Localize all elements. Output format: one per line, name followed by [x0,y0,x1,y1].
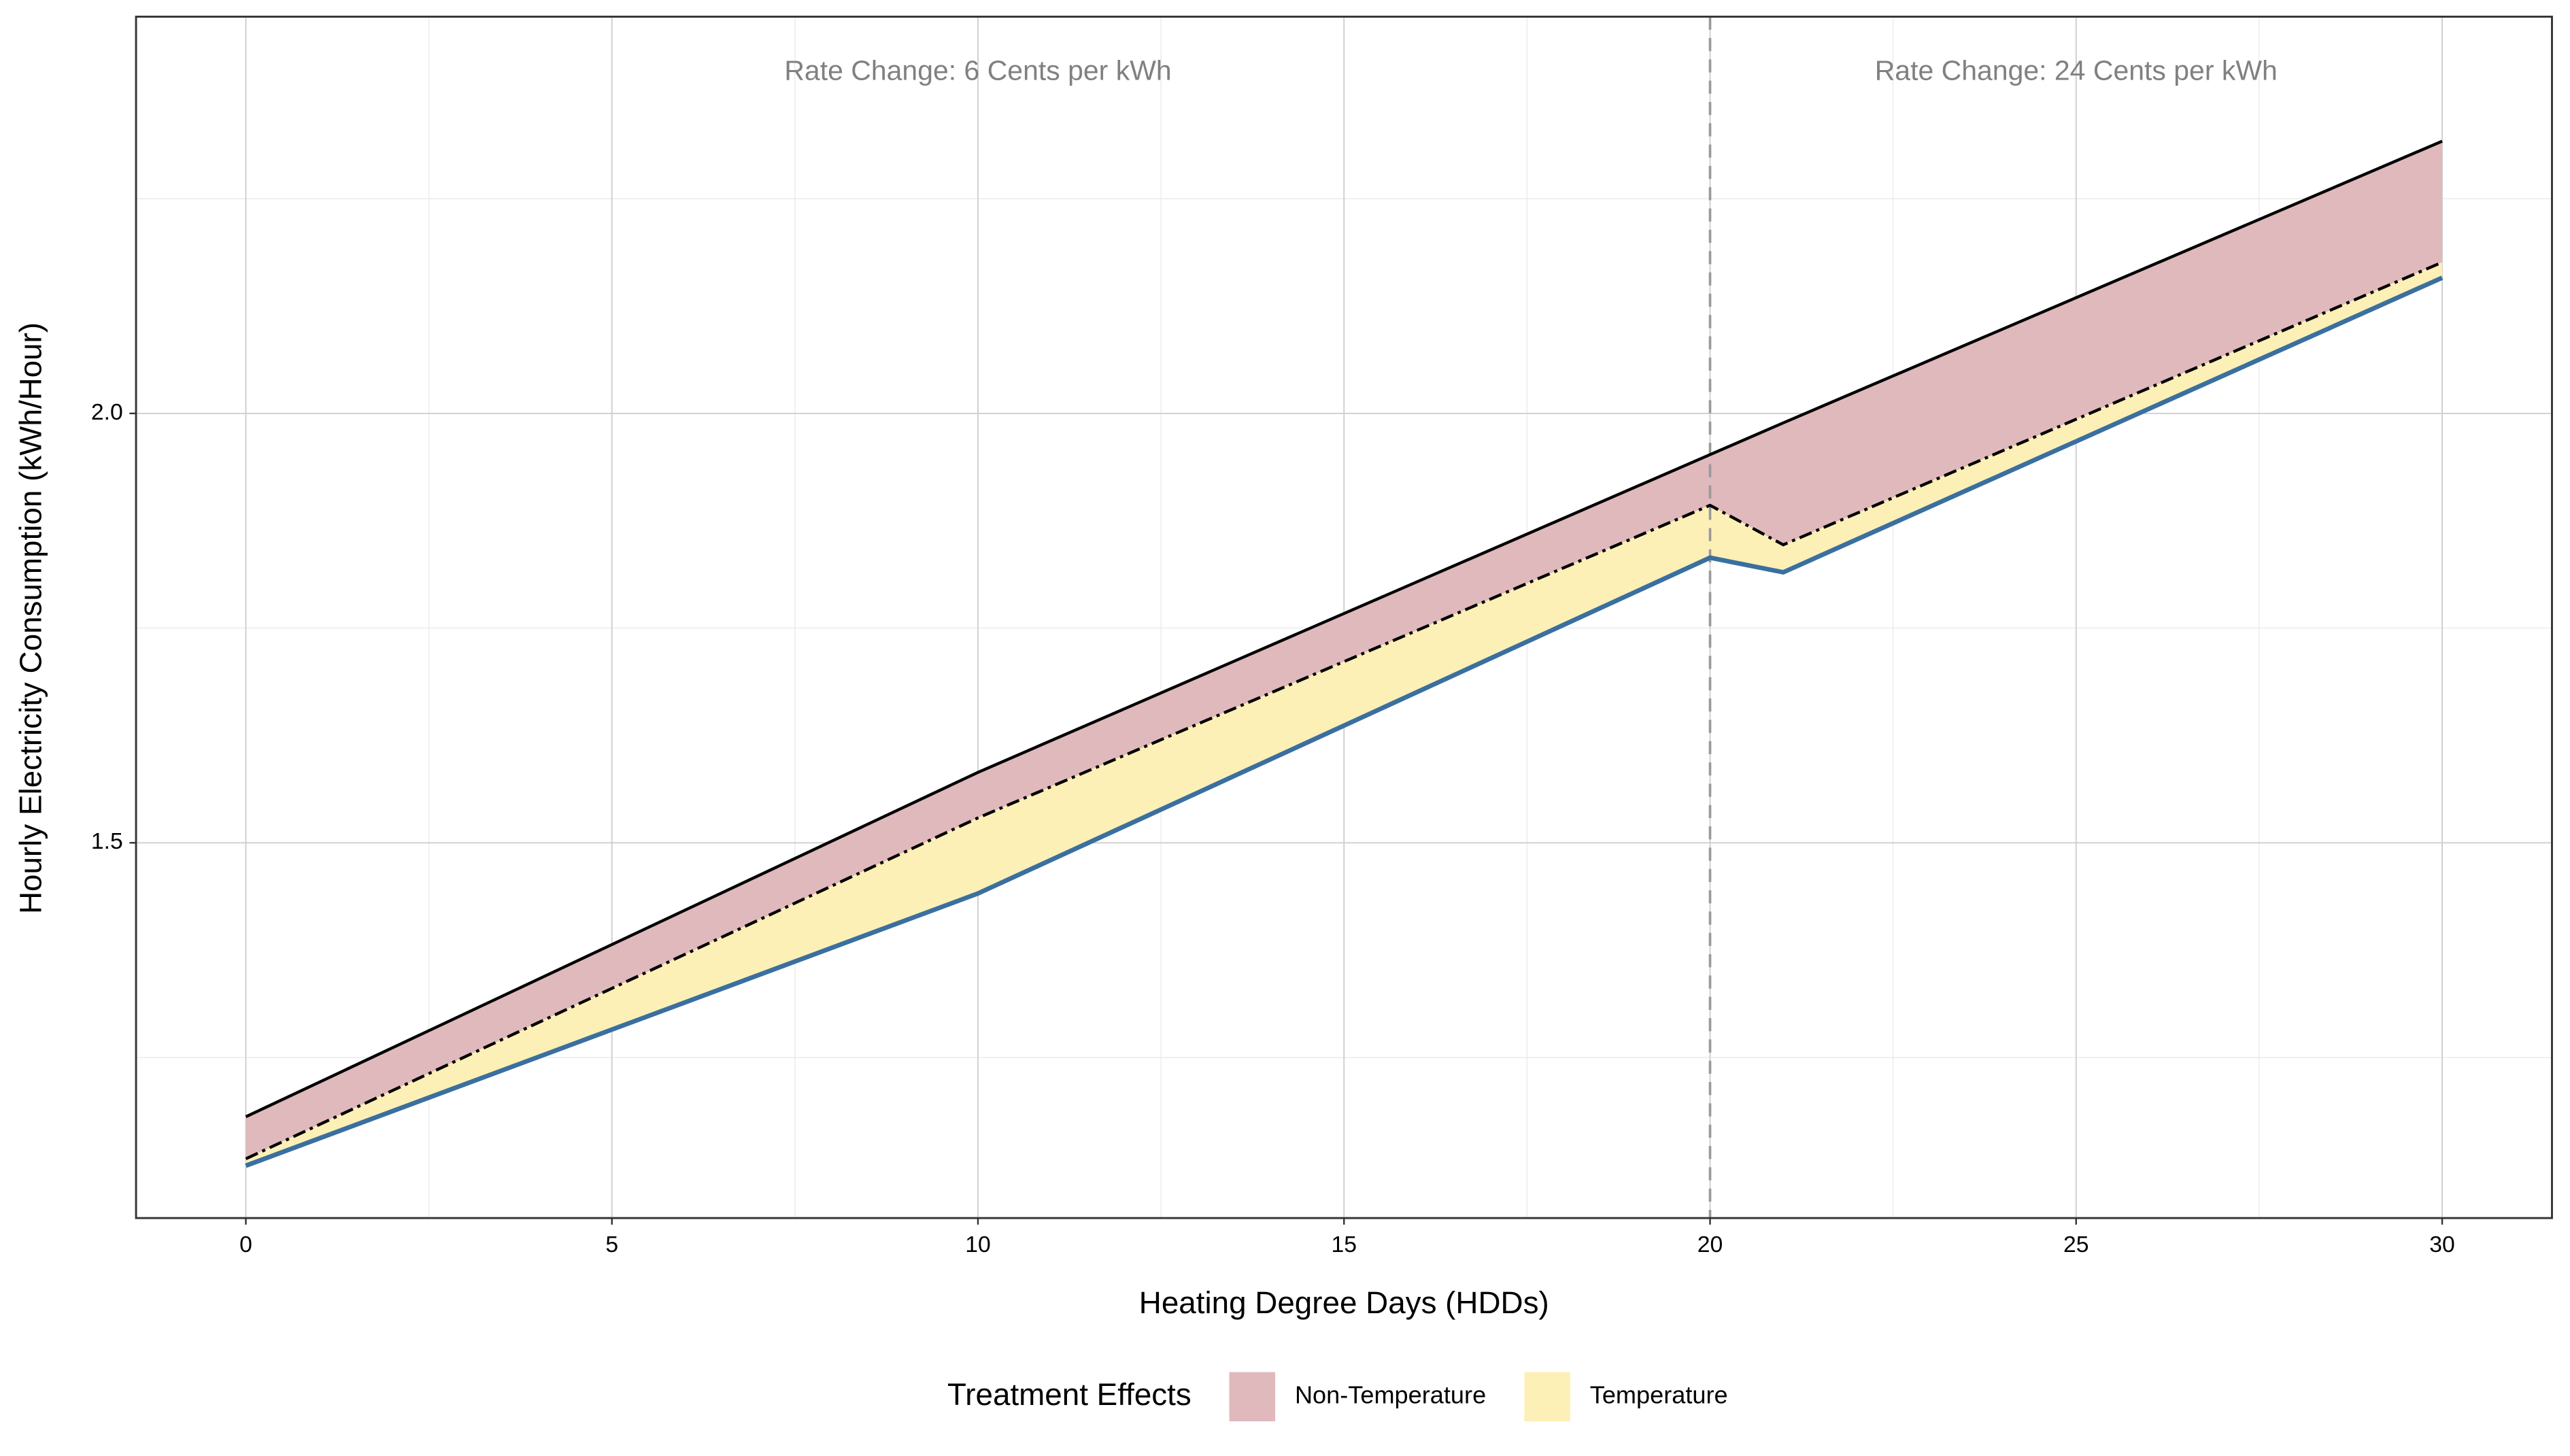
y-axis-label: Hourly Electricity Consumption (kWh/Hour… [13,322,48,914]
legend-label: Non-Temperature [1295,1381,1486,1408]
x-tick-label: 10 [965,1232,991,1257]
area [246,262,2443,1166]
x-tick-label: 0 [239,1232,252,1257]
y-tick-label: 1.5 [91,828,123,854]
annotation: Rate Change: 24 Cents per kWh [1875,54,2278,86]
legend-swatch [1229,1372,1276,1421]
x-tick-label: 30 [2429,1232,2455,1257]
y-tick-label: 2.0 [91,399,123,425]
legend-label: Temperature [1590,1381,1728,1408]
area [246,141,2443,1159]
x-tick-label: 15 [1331,1232,1357,1257]
x-axis-label: Heating Degree Days (HDDs) [1139,1285,1549,1320]
x-tick-label: 5 [605,1232,618,1257]
panel-border [135,16,2553,1219]
legend-swatch [1524,1372,1570,1421]
legend-title: Treatment Effects [947,1377,1191,1412]
x-tick-label: 20 [1697,1232,1723,1257]
annotation: Rate Change: 6 Cents per kWh [784,54,1171,86]
line [245,139,2443,1119]
line [245,260,2443,1160]
x-tick-label: 25 [2063,1232,2089,1257]
line [245,275,2444,1168]
